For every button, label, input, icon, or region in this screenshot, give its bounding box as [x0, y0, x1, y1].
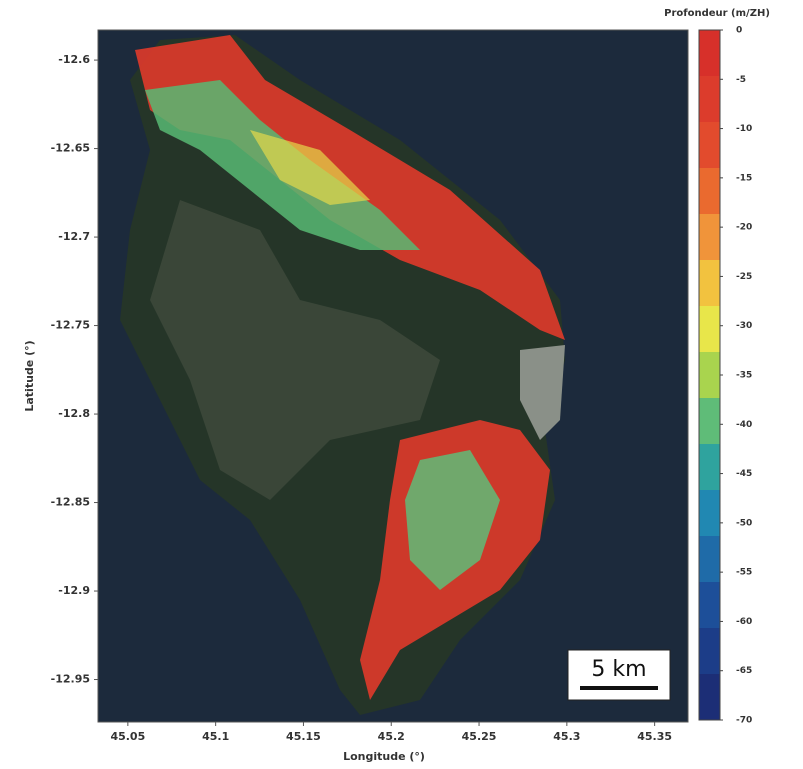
x-tick-label: 45.3: [553, 730, 580, 743]
x-tick-label: 45.35: [637, 730, 672, 743]
colorbar-band: [699, 582, 720, 629]
colorbar-band: [699, 168, 720, 215]
y-tick-label: -12.65: [51, 142, 90, 155]
y-tick-label: -12.7: [58, 230, 90, 243]
x-tick-label: 45.15: [286, 730, 321, 743]
colorbar-band: [699, 76, 720, 123]
colorbar-tick-label: -35: [736, 371, 752, 381]
x-axis-label: Longitude (°): [343, 750, 425, 763]
y-tick-label: -12.95: [51, 673, 90, 686]
y-axis-label: Latitude (°): [23, 340, 36, 411]
colorbar-band: [699, 306, 720, 353]
colorbar-band: [699, 674, 720, 721]
colorbar-band: [699, 352, 720, 399]
colorbar-band: [699, 260, 720, 307]
colorbar-tick-label: -15: [736, 173, 752, 183]
colorbar-tick-label: -70: [736, 716, 752, 726]
map-figure: 5 km Longitude (°) Latitude (°) Profonde…: [0, 0, 803, 765]
colorbar-tick-label: -60: [736, 617, 752, 627]
colorbar-tick-label: -20: [736, 223, 752, 233]
x-tick-label: 45.05: [110, 730, 145, 743]
x-tick-label: 45.1: [202, 730, 229, 743]
colorbar-title: Profondeur (m/ZH): [664, 8, 770, 19]
y-tick-label: -12.85: [51, 496, 90, 509]
colorbar-tick-label: -10: [736, 124, 752, 134]
colorbar-tick-label: -25: [736, 272, 752, 282]
colorbar-band: [699, 214, 720, 261]
colorbar-tick-label: -45: [736, 469, 752, 479]
colorbar-tick-label: -5: [736, 75, 746, 85]
colorbar-tick-label: -50: [736, 518, 752, 528]
scale-bar-label: 5 km: [591, 657, 646, 682]
colorbar-tick-label: 0: [736, 26, 742, 36]
colorbar-band: [699, 30, 720, 77]
colorbar-band: [699, 490, 720, 537]
y-tick-label: -12.9: [58, 584, 90, 597]
colorbar-band: [699, 398, 720, 445]
x-tick-label: 45.25: [462, 730, 497, 743]
colorbar-tick-label: -65: [736, 666, 752, 676]
colorbar-tick-label: -30: [736, 321, 752, 331]
colorbar-band: [699, 444, 720, 491]
colorbar-band: [699, 628, 720, 675]
y-tick-label: -12.75: [51, 319, 90, 332]
x-tick-label: 45.2: [378, 730, 405, 743]
y-tick-label: -12.6: [58, 53, 90, 66]
colorbar-band: [699, 536, 720, 583]
y-tick-label: -12.8: [58, 407, 90, 420]
colorbar-tick-label: -55: [736, 568, 752, 578]
colorbar-tick-label: -40: [736, 420, 752, 430]
colorbar-band: [699, 122, 720, 169]
